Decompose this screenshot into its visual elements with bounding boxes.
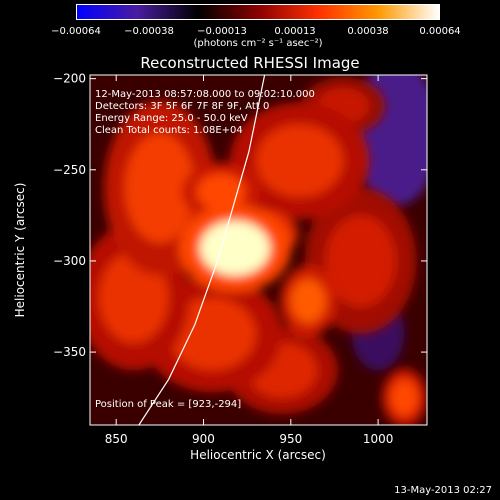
clean-annotation: Clean Total counts: 1.08E+04	[95, 125, 243, 136]
x-tick-label: 850	[105, 432, 128, 446]
colorbar-tick-label: −0.00013	[197, 26, 247, 37]
timestamp: 13-May-2013 02:27	[394, 485, 492, 496]
detectors-annotation: Detectors: 3F 5F 6F 7F 8F 9F, Att 0	[95, 101, 269, 112]
y-tick-label: −350	[53, 345, 86, 359]
time-range-annotation: 12-May-2013 08:57:08.000 to 09:02:10.000	[95, 89, 315, 100]
chart-title: Reconstructed RHESSI Image	[140, 54, 360, 72]
colorbar-tick-label: 0.00064	[419, 26, 461, 37]
y-tick-label: −300	[53, 254, 86, 268]
energy-annotation: Energy Range: 25.0 - 50.0 keV	[95, 113, 248, 124]
x-tick-label: 1000	[363, 432, 394, 446]
emission-source	[98, 251, 169, 343]
colorbar-units: (photons cm⁻² s⁻¹ asec⁻²)	[193, 38, 323, 49]
x-tick-label: 900	[192, 432, 215, 446]
colorbar-tick-label: 0.00013	[274, 26, 316, 37]
emission-source	[255, 124, 344, 198]
emission-source	[168, 297, 256, 371]
x-tick-label: 950	[279, 432, 302, 446]
emission-source	[124, 133, 195, 243]
emission-source	[390, 379, 419, 416]
y-axis-ticks: −200 −250 −300 −350	[53, 72, 427, 359]
emission-source	[325, 215, 396, 307]
emission-source	[196, 173, 246, 210]
emission-sources	[90, 76, 427, 425]
emission-source	[200, 220, 270, 276]
emission-source	[290, 279, 326, 323]
colorbar	[76, 4, 440, 20]
solar-limb-curve	[138, 75, 266, 425]
plot-frame	[89, 74, 428, 426]
colorbar-tick-label: −0.00038	[124, 26, 174, 37]
x-axis-ticks: 850 900 950 1000	[105, 75, 394, 446]
x-axis-label: Heliocentric X (arcsec)	[190, 448, 326, 462]
colorbar-tick-label: 0.00038	[347, 26, 389, 37]
peak-position-annotation: Position of Peak = [923,-294]	[95, 399, 241, 410]
y-axis-label: Heliocentric Y (arcsec)	[13, 183, 27, 318]
y-tick-label: −250	[53, 163, 86, 177]
y-tick-label: −200	[53, 72, 86, 86]
colorbar-tick-label: −0.00064	[51, 26, 101, 37]
